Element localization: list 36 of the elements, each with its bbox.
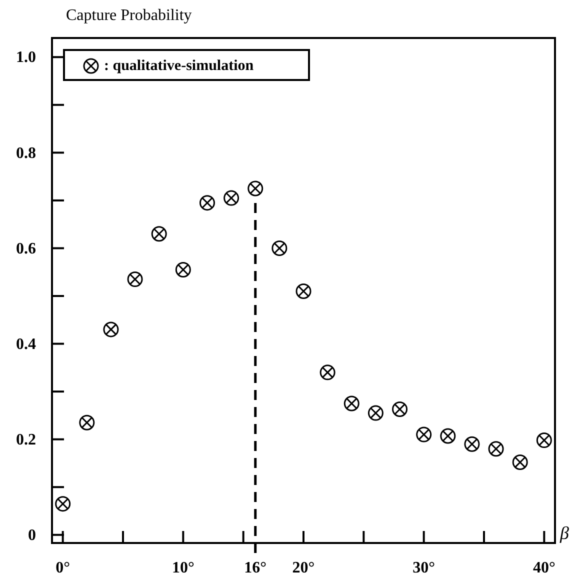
point (320, 364, 336, 380)
y-tick-label: 0.8 (16, 144, 36, 162)
x-tick-label: 40° (532, 559, 556, 576)
x-axis-title: β (559, 523, 569, 543)
y-tick-label: 0.2 (16, 431, 36, 448)
point (55, 496, 71, 512)
point (464, 436, 480, 452)
point (248, 180, 264, 196)
y-tick-label: 1.0 (16, 49, 36, 66)
legend-label: : qualitative-simulation (104, 58, 254, 74)
point (392, 401, 408, 417)
point (536, 432, 552, 448)
point (127, 272, 143, 288)
point (79, 414, 95, 430)
point (416, 426, 432, 442)
point (344, 396, 360, 412)
point (224, 190, 240, 206)
point (199, 195, 215, 211)
point (103, 322, 119, 338)
x-tick-label: 16° (244, 559, 267, 576)
point (296, 283, 312, 299)
point (175, 262, 191, 278)
x-tick-label: 20° (292, 559, 315, 576)
point (512, 454, 528, 470)
y-tick-label: 0.6 (16, 240, 36, 258)
y-tick-label: 0.4 (16, 336, 36, 353)
point (368, 405, 384, 421)
point (151, 226, 167, 242)
y-tick-label: 0 (28, 527, 36, 544)
point (272, 240, 288, 256)
x-tick-label: 30° (412, 559, 436, 576)
point (488, 441, 504, 457)
x-tick-label: 10° (172, 559, 194, 576)
x-tick-label: 0° (56, 559, 70, 576)
chart-title: Capture Probability (66, 7, 192, 24)
point (440, 428, 456, 444)
